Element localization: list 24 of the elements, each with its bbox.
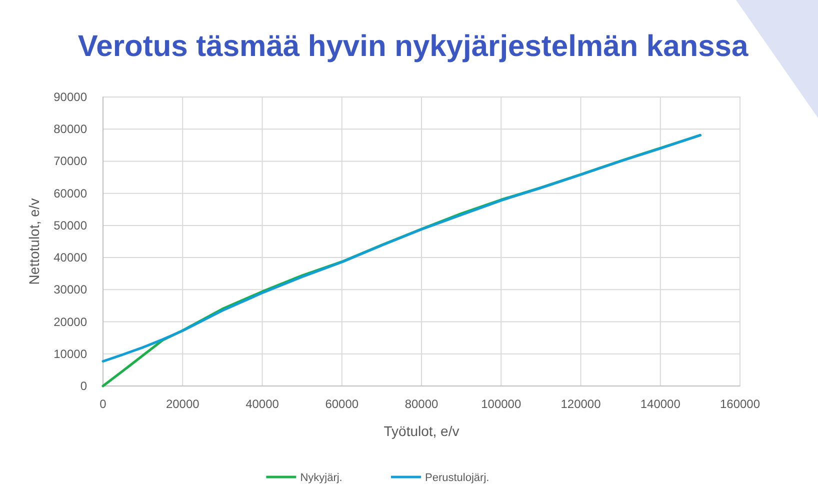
x-tick-label: 0 [100, 397, 107, 411]
y-tick-label: 30000 [54, 282, 88, 297]
x-tick-label: 20000 [166, 397, 200, 411]
y-tick-label: 90000 [54, 90, 88, 104]
y-tick-label: 20000 [54, 314, 88, 329]
x-tick-label: 60000 [325, 397, 359, 411]
y-tick-label: 0 [80, 379, 88, 393]
x-tick-label: 100000 [481, 397, 522, 411]
legend-label: Nykyjärj. [300, 472, 342, 484]
x-tick-label: 120000 [560, 397, 602, 411]
chart-title: Verotus täsmää hyvin nykyjärjestelmän kanssa [78, 30, 748, 63]
y-tick-label: 10000 [54, 346, 88, 361]
x-axis-title: Työtulot, e/v [384, 423, 460, 439]
y-tick-label: 40000 [54, 250, 88, 265]
y-tick-label: 60000 [54, 186, 88, 200]
y-tick-label: 50000 [54, 218, 88, 232]
x-tick-label: 160000 [720, 397, 760, 411]
y-axis-title: Nettotulot, e/v [26, 198, 42, 285]
y-tick-label: 70000 [54, 154, 88, 168]
x-tick-label: 40000 [246, 397, 280, 411]
x-tick-label: 140000 [640, 397, 681, 411]
y-tick-label: 80000 [54, 122, 88, 136]
legend-label: Perustulojärj. [425, 472, 490, 484]
x-tick-label: 80000 [404, 397, 439, 411]
